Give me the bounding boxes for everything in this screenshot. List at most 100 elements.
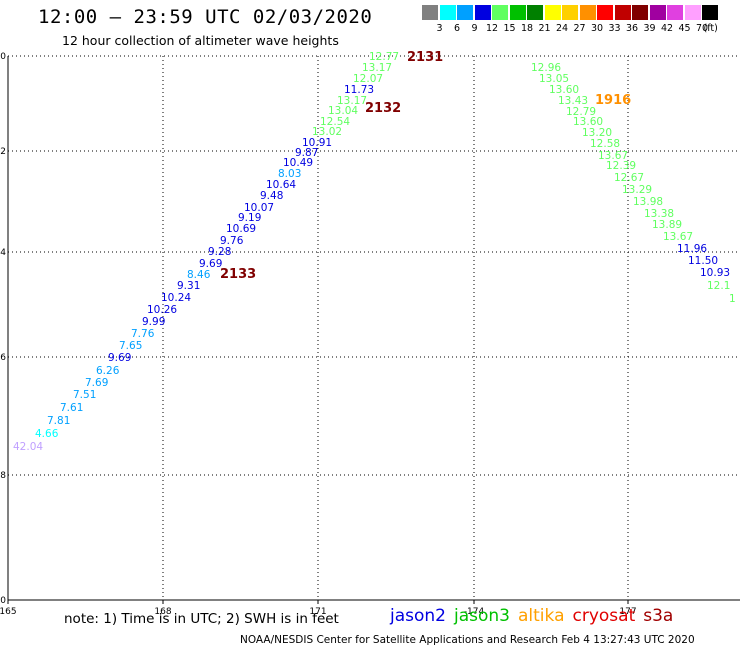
swh-value-label: 9.31 [177,280,200,292]
lat-tick-label: -64 [0,248,6,258]
satellite-legend-jason2: jason2 [390,606,446,626]
swh-value-label: 8.46 [187,269,211,281]
swh-value-label: 12.54 [320,116,350,128]
color-scale-label: 9 [471,23,478,34]
color-swatch [457,5,474,20]
swh-value-label: 12.79 [566,106,596,118]
color-swatch [562,5,579,20]
color-scale-label: 42 [660,23,674,34]
color-swatch [492,5,509,20]
color-scale-label: 21 [538,23,551,34]
credit-line: NOAA/NESDIS Center for Satellite Applica… [240,634,695,646]
swh-value-label: 9.69 [108,352,131,364]
color-swatch [614,5,632,20]
swh-value-label: 9.87 [295,147,318,159]
map-title: 12:00 – 23:59 UTC 02/03/2020 [38,6,373,28]
color-scale-label: 30 [590,23,604,34]
swh-value-label: 9.69 [199,258,222,270]
swh-value-label: 10.91 [302,137,332,149]
color-swatch [474,5,492,20]
color-scale-label: 36 [625,23,639,34]
swh-value-label: 10.93 [700,267,730,279]
color-scale-label: 18 [520,23,534,34]
color-swatch [527,5,544,20]
color-scale-label: 3 [436,23,443,34]
color-swatch [579,5,597,20]
lon-tick-label: 168 [154,607,171,617]
swh-value-label: 9.48 [260,190,283,202]
swh-value-label: 13.17 [337,95,367,107]
swh-value-label: 13.89 [652,219,682,231]
swh-value-label: 12.07 [353,73,383,85]
swh-value-label: 13.05 [539,73,569,85]
swh-value-label: 9.28 [208,246,231,258]
lat-tick-label: -66 [0,353,6,363]
color-swatch [544,5,562,20]
color-scale-label: 27 [573,23,586,34]
color-swatch [439,5,457,20]
satellite-legend-altika: altika [518,606,565,626]
swh-value-label: 10.07 [244,202,274,214]
satellite-legend: jason2 jason3 altika cryosat s3a [390,606,681,626]
lon-tick-label: -174 [464,607,485,617]
swh-value-label: 7.61 [60,402,83,414]
orbit-time-label: 2131 [407,50,443,65]
color-scale-label: 24 [555,23,569,34]
swh-value-label: 13.04 [328,105,358,117]
color-swatch [649,5,667,20]
swh-value-label: 7.69 [85,377,108,389]
color-scale-label: 70 [695,23,709,34]
swh-value-label: 9.99 [142,316,165,328]
orbit-time-label: 2132 [365,101,401,116]
swh-value-label: 10.49 [283,157,313,169]
swh-value-label: 7.81 [47,415,70,427]
color-swatch [597,5,614,20]
color-swatch [509,5,527,20]
swh-value-label: 8.03 [278,168,301,180]
swh-value-label: 1 [729,293,736,305]
swh-value-label: 13.38 [644,208,674,220]
satellite-legend-jason3: jason3 [454,606,510,626]
swh-value-label: 7.65 [119,340,142,352]
swh-value-label: 13.67 [598,150,628,162]
map-subtitle: 12 hour collection of altimeter wave hei… [62,33,339,48]
swh-value-label: 13.67 [663,231,693,243]
color-swatch [667,5,684,20]
swh-value-label: 13.17 [362,62,392,74]
lon-tick-label: 165 [0,607,17,617]
swh-value-label: 13.20 [582,127,612,139]
color-scale-label: 45 [678,23,691,34]
color-swatch [684,5,702,20]
color-swatch [422,5,439,20]
color-scale-label: 39 [643,23,656,34]
swh-value-label: 7.76 [131,328,155,340]
orbit-time-label: 1916 [595,93,631,108]
color-scale-label: 12 [485,23,499,34]
swh-value-label: 11.73 [344,84,374,96]
swh-value-label: 12.1 [707,280,730,292]
swh-value-label: 13.60 [549,84,579,96]
swh-value-label: 11.96 [677,243,707,255]
swh-value-label: 10.69 [226,223,256,235]
swh-value-label: 10.64 [266,179,296,191]
orbit-time-label: 2133 [220,267,256,282]
color-swatch [702,5,719,20]
color-scale-unit: (ft) [703,23,718,34]
swh-value-label: 13.29 [622,184,652,196]
lat-tick-label: -60 [0,52,6,62]
swh-value-label: 12.77 [369,51,399,63]
swh-value-label: 13.02 [312,126,342,138]
lat-tick-label: -68 [0,471,6,481]
swh-value-label: 42.04 [13,441,43,453]
swh-value-label: 12.96 [531,62,561,74]
swh-value-label: 12.39 [606,160,636,172]
satellite-legend-s3a: s3a [643,606,674,626]
swh-value-label: 9.19 [238,212,261,224]
color-scale-label: 15 [503,23,516,34]
swh-value-label: 10.24 [161,292,191,304]
lat-tick-label: -62 [0,147,6,157]
swh-value-label: 10.26 [147,304,177,316]
swh-value-label: 13.98 [633,196,663,208]
swh-value-label: 7.51 [73,389,96,401]
